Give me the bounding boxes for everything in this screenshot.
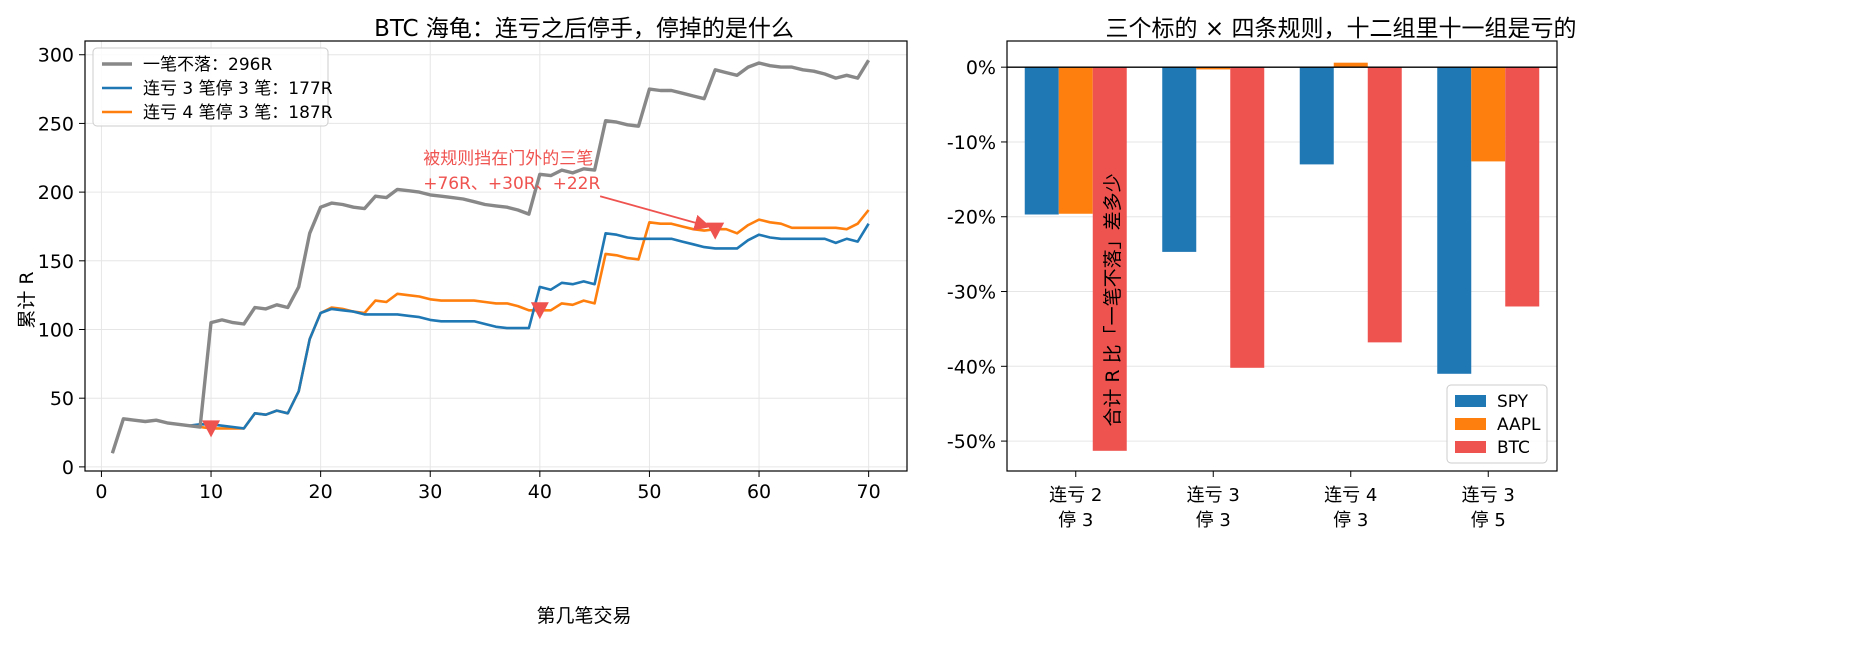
x-tick-label: 20 [309, 481, 333, 503]
y-tick-label: 100 [38, 319, 74, 341]
y-tick-label: 0 [62, 457, 74, 479]
y-tick-label: 250 [38, 113, 74, 135]
y-tick-label: 300 [38, 45, 74, 67]
series-line [110, 59, 871, 454]
x-tick-label: 10 [199, 481, 223, 503]
y-tick-label: 150 [38, 251, 74, 273]
skipped-trade-marker [202, 420, 221, 438]
y-tick-label: 200 [38, 182, 74, 204]
annotation-line-1: 被规则挡在门外的三笔 [423, 149, 593, 169]
x-tick-label: 40 [528, 481, 552, 503]
series-line [111, 209, 870, 454]
x-tick-label: 50 [637, 481, 661, 503]
annotation-line-2: +76R、+30R、+22R [423, 174, 600, 194]
annotation-arrow [599, 195, 711, 231]
x-tick-label: 30 [418, 481, 442, 503]
legend-box [92, 47, 329, 127]
line-chart-title: BTC 海龟：连亏之后停手，停掉的是什么 [374, 16, 794, 42]
series-line [111, 223, 870, 454]
line-chart-x-axis-label: 第几笔交易 [536, 605, 631, 627]
legend-label: 连亏 3 笔停 3 笔：177R [143, 79, 333, 99]
line-chart-series [110, 59, 871, 454]
line-chart-grid [85, 41, 907, 471]
x-tick-label: 70 [857, 481, 881, 503]
y-tick-label: 50 [50, 388, 74, 410]
line-chart-x-ticks: 0 10 20 30 40 50 60 70 [95, 471, 881, 503]
line-chart-y-ticks: 0 50 100 150 200 250 300 [38, 45, 85, 479]
plot-frame [84, 40, 908, 472]
x-tick-label: 60 [747, 481, 771, 503]
line-chart-legend: 一笔不落：296R 连亏 3 笔停 3 笔：177R 连亏 4 笔停 3 笔：187… [92, 47, 333, 127]
legend-label: 一笔不落：296R [143, 55, 272, 75]
skipped-trades-annotation: 被规则挡在门外的三笔 +76R、+30R、+22R [423, 149, 711, 231]
line-chart-frame [84, 40, 908, 472]
x-tick-label: 0 [95, 481, 107, 503]
line-chart-y-axis-label: 累计 R [16, 271, 38, 328]
skipped-trade-marker [530, 302, 549, 320]
legend-label: 连亏 4 笔停 3 笔：187R [143, 103, 333, 123]
